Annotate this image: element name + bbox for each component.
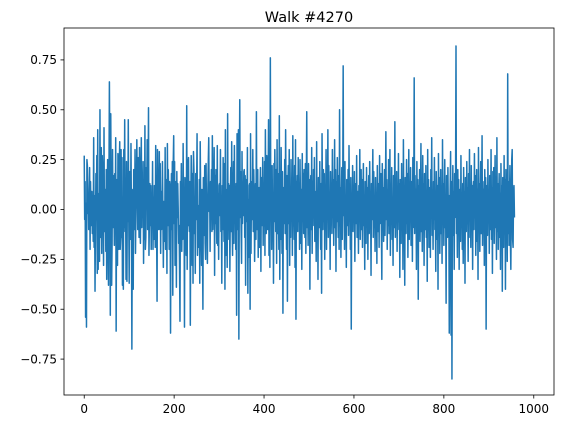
x-tick-label: 1000 <box>518 402 549 416</box>
x-axis: 0 200 400 600 800 1000 <box>80 395 549 416</box>
y-tick-label: −0.50 <box>20 302 57 316</box>
x-tick-label: 400 <box>253 402 276 416</box>
x-tick-label: 200 <box>163 402 186 416</box>
x-tick-label: 800 <box>432 402 455 416</box>
y-tick-label: −0.25 <box>20 253 57 267</box>
plot-area: 0 200 400 600 800 1000 −0.75 −0.50 −0.25 0.00 0.2… <box>20 27 555 416</box>
y-tick-label: 0.00 <box>30 203 57 217</box>
x-tick-label: 0 <box>80 402 88 416</box>
y-tick-label: 0.25 <box>30 153 57 167</box>
y-tick-label: 0.50 <box>30 103 57 117</box>
x-tick-label: 600 <box>343 402 366 416</box>
y-tick-label: −0.75 <box>20 352 57 366</box>
y-tick-label: 0.75 <box>30 53 57 67</box>
chart-title: Walk #4270 <box>265 10 353 26</box>
y-axis: −0.75 −0.50 −0.25 0.00 0.25 0.50 0.75 <box>20 53 64 366</box>
plot-frame <box>63 27 555 396</box>
series-line <box>83 45 516 380</box>
